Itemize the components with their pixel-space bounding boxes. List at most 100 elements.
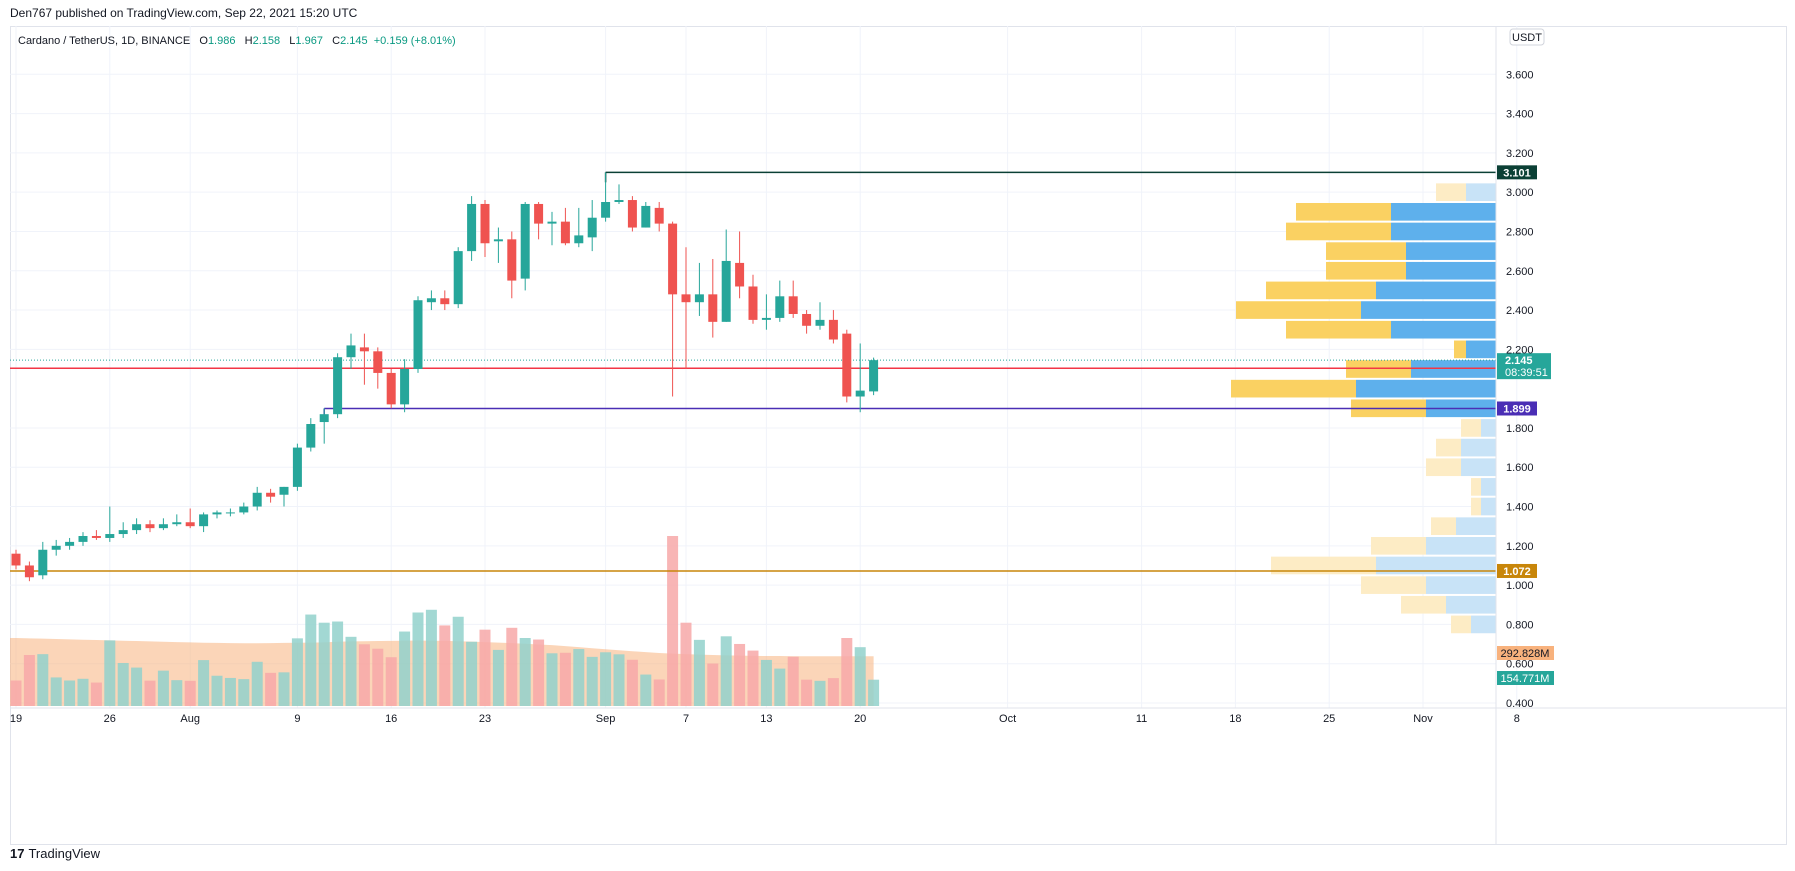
volume-bar	[546, 653, 558, 706]
volume-bar	[747, 650, 759, 706]
volume-bar	[492, 649, 504, 706]
candle-body	[694, 294, 704, 303]
volume-profile-down	[1451, 615, 1471, 634]
level-label-bg	[1497, 563, 1537, 578]
volume-profile-up	[1376, 556, 1496, 575]
volume-profile-down	[1271, 556, 1376, 575]
volume-profile-up	[1466, 183, 1496, 201]
volume-bar	[827, 678, 839, 706]
price-tick-label: 1.400	[1506, 502, 1534, 514]
volume-bar	[854, 647, 866, 706]
volume-bar	[157, 670, 169, 706]
chart-grid	[10, 26, 1518, 708]
candle-body	[480, 203, 490, 244]
time-tick-label: 23	[479, 713, 491, 725]
volume-bar	[64, 680, 76, 706]
countdown-label: 08:39:51	[1505, 367, 1548, 379]
price-tick-label: 1.800	[1506, 423, 1534, 435]
candle-body	[118, 530, 128, 535]
volume-label-bg	[1497, 646, 1554, 660]
legend-close: 2.145	[340, 35, 368, 47]
volume-bar	[573, 649, 585, 706]
volume-bar	[10, 680, 22, 706]
volume-bar	[613, 654, 625, 706]
candle-body	[775, 296, 785, 318]
volume-profile-up	[1411, 360, 1496, 378]
candle-body	[252, 492, 262, 507]
price-levels: 3.1012.1041.8991.0722.14508:39:51292.828…	[10, 165, 1554, 685]
volume-bar	[23, 655, 35, 706]
volume-bar	[251, 661, 263, 706]
volume-bar	[224, 677, 236, 706]
price-tick-label: 0.400	[1506, 698, 1534, 710]
price-tick-label: 2.200	[1506, 344, 1534, 356]
volume-bar	[399, 631, 411, 706]
volume-bar	[77, 678, 89, 706]
volume-profile-down	[1286, 222, 1391, 241]
time-tick-label: Aug	[180, 713, 200, 725]
candle-body	[855, 390, 865, 397]
time-tick-label: 9	[294, 713, 300, 725]
volume-profile-down	[1236, 301, 1361, 319]
symbol-title[interactable]: Cardano / TetherUS, 1D, BINANCE	[18, 35, 191, 47]
volume-bar	[238, 679, 250, 706]
volume-bar	[372, 648, 384, 706]
time-tick-label: 11	[1136, 713, 1147, 725]
candle-body	[145, 524, 155, 529]
candle-body	[239, 506, 249, 513]
price-tick-label: 3.400	[1506, 109, 1534, 121]
volume-bar	[667, 536, 679, 706]
volume-profile-down	[1231, 379, 1356, 398]
volume-bar	[385, 657, 397, 706]
volume-profile-up	[1481, 419, 1496, 437]
volume-bar	[533, 639, 545, 706]
volume-bar	[171, 680, 183, 706]
volume-bar	[626, 659, 638, 706]
time-tick-label: 20	[854, 713, 866, 725]
volume-bar	[452, 616, 464, 706]
publisher-header: Den767 published on TradingView.com, Sep…	[10, 6, 358, 20]
price-tick-label: 3.200	[1506, 148, 1534, 160]
level-label: 3.101	[1503, 167, 1531, 179]
price-tick-label: 0.600	[1506, 659, 1534, 671]
volume-profile-up	[1406, 261, 1496, 280]
volume-profile-up	[1376, 281, 1496, 300]
level-label-bg	[1497, 165, 1537, 180]
candle-body	[520, 203, 530, 279]
volume-bar	[801, 679, 813, 706]
candle-body	[654, 207, 664, 224]
volume-bar	[305, 614, 317, 706]
volume-bar	[117, 662, 129, 706]
volume-bar	[332, 621, 344, 706]
volume-bar	[519, 638, 531, 706]
candle-body	[815, 319, 825, 326]
candle-body	[266, 492, 276, 497]
candle-body	[400, 369, 410, 405]
volume-bar	[265, 672, 277, 706]
candle-body	[440, 298, 450, 305]
candle-body	[11, 553, 21, 566]
currency-badge-bg	[1509, 28, 1545, 46]
volume-bar	[814, 680, 826, 706]
volume-bar	[318, 622, 330, 706]
candle-body	[748, 286, 758, 320]
volume-profile-down	[1461, 419, 1481, 437]
level-label-bg	[1497, 401, 1537, 416]
tradingview-footer[interactable]: 17 TradingView	[10, 846, 100, 861]
time-tick-label: 8	[1514, 713, 1520, 725]
candle-body	[24, 565, 34, 578]
volume-profile-up	[1426, 576, 1496, 594]
volume-bar	[90, 682, 102, 706]
chart-frame	[10, 26, 1787, 845]
volume-profile-up	[1456, 517, 1496, 535]
candle-body	[507, 239, 517, 281]
candle-body	[105, 534, 115, 538]
volume-bar	[184, 680, 196, 706]
volume-profile-down	[1371, 537, 1426, 555]
volume-bar	[144, 680, 156, 706]
candle-body	[158, 524, 168, 529]
volume-bar	[734, 643, 746, 706]
volume-profile-down	[1266, 281, 1376, 300]
candle-body	[467, 203, 477, 252]
